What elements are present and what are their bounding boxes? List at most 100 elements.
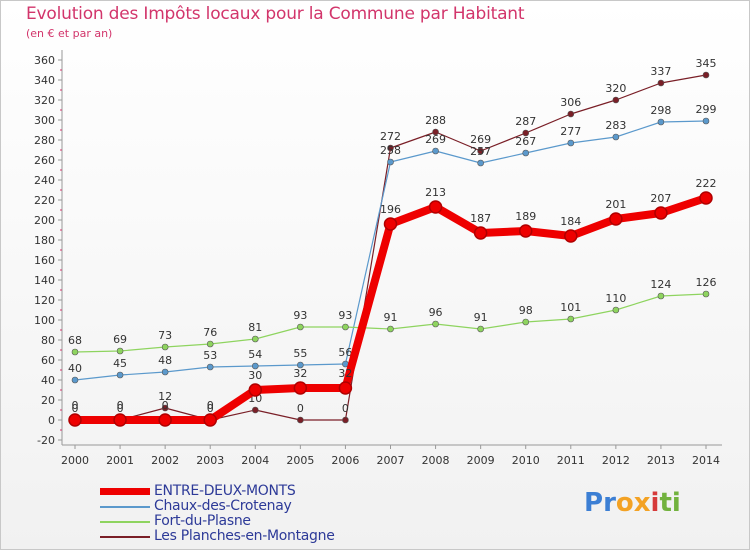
x-tick-label: 2013 — [647, 454, 675, 467]
data-point-fort-du-plasne — [206, 340, 214, 348]
legend-label-les-planches-en-montagne: Les Planches-en-Montagne — [154, 528, 335, 544]
y-tick-label: 260 — [34, 154, 55, 167]
data-point-fort-du-plasne — [71, 348, 79, 356]
data-point-fort-du-plasne — [342, 323, 349, 331]
data-label-fort-du-plasne: 91 — [474, 311, 488, 324]
data-label-fort-du-plasne: 93 — [338, 309, 352, 322]
y-tick-label: 340 — [34, 74, 55, 87]
y-tick-label: 300 — [34, 114, 55, 127]
data-label-chaux-des-crotenay: 40 — [68, 362, 82, 375]
logo-letter: P — [584, 488, 604, 518]
data-label-chaux-des-crotenay: 55 — [293, 347, 307, 360]
data-label-les-planches-en-montagne: 306 — [560, 96, 581, 109]
data-label-les-planches-en-montagne: 287 — [515, 115, 536, 128]
data-label-entre-deux-monts: 189 — [515, 210, 536, 223]
data-point-chaux-des-crotenay — [71, 376, 79, 384]
data-label-fort-du-plasne: 91 — [384, 311, 398, 324]
data-label-les-planches-en-montagne: 272 — [380, 130, 401, 143]
data-label-entre-deux-monts: 0 — [117, 399, 124, 412]
data-point-entre-deux-monts — [203, 413, 217, 427]
data-point-entre-deux-monts — [68, 413, 82, 427]
logo-letter: i — [650, 488, 660, 518]
data-label-les-planches-en-montagne: 269 — [470, 133, 491, 146]
y-tick-label: 100 — [34, 314, 55, 327]
data-label-fort-du-plasne: 73 — [158, 329, 172, 342]
data-point-chaux-des-crotenay — [702, 117, 710, 125]
data-point-entre-deux-monts — [518, 224, 533, 238]
data-point-entre-deux-monts — [248, 383, 263, 397]
y-tick-label: 60 — [41, 354, 55, 367]
data-point-fort-du-plasne — [116, 347, 124, 355]
data-point-les-planches-en-montagne — [342, 416, 349, 424]
data-label-entre-deux-monts: 207 — [650, 192, 671, 205]
data-label-entre-deux-monts: 0 — [72, 399, 79, 412]
data-point-les-planches-en-montagne — [657, 79, 665, 87]
data-point-chaux-des-crotenay — [432, 147, 439, 155]
logo-letter: i — [671, 488, 681, 518]
data-label-chaux-des-crotenay: 267 — [515, 135, 536, 148]
legend-swatch-entre-deux-monts — [100, 488, 150, 495]
data-label-chaux-des-crotenay: 53 — [203, 349, 217, 362]
logo-letter: r — [603, 488, 616, 518]
data-label-fort-du-plasne: 81 — [248, 321, 262, 334]
y-tick-label: 360 — [34, 54, 55, 67]
data-label-fort-du-plasne: 96 — [429, 306, 443, 319]
data-label-fort-du-plasne: 68 — [68, 334, 82, 347]
data-label-fort-du-plasne: 69 — [113, 333, 127, 346]
data-label-chaux-des-crotenay: 48 — [158, 354, 172, 367]
data-point-chaux-des-crotenay — [477, 159, 484, 167]
data-point-entre-deux-monts — [473, 226, 488, 240]
data-point-fort-du-plasne — [251, 335, 259, 343]
legend-label-chaux-des-crotenay: Chaux-des-Crotenay — [154, 498, 292, 514]
data-label-entre-deux-monts: 196 — [380, 203, 401, 216]
data-point-fort-du-plasne — [702, 290, 710, 298]
x-tick-label: 2008 — [422, 454, 450, 467]
legend-swatch-les-planches-en-montagne — [100, 536, 150, 538]
data-point-fort-du-plasne — [432, 320, 439, 328]
data-point-entre-deux-monts — [609, 212, 623, 226]
data-point-entre-deux-monts — [158, 413, 172, 427]
logo-letter: x — [633, 488, 651, 518]
data-label-entre-deux-monts: 32 — [338, 367, 352, 380]
data-label-fort-du-plasne: 124 — [650, 278, 671, 291]
y-tick-label: 0 — [48, 414, 55, 427]
data-label-chaux-des-crotenay: 56 — [338, 346, 352, 359]
data-label-les-planches-en-montagne: 12 — [158, 390, 172, 403]
y-tick-label: 120 — [34, 294, 55, 307]
data-point-chaux-des-crotenay — [161, 368, 169, 376]
data-point-entre-deux-monts — [699, 191, 713, 205]
y-tick-label: 140 — [34, 274, 55, 287]
y-tick-label: 160 — [34, 254, 55, 267]
data-label-chaux-des-crotenay: 298 — [650, 104, 671, 117]
data-point-les-planches-en-montagne — [251, 406, 259, 414]
data-label-les-planches-en-montagne: 0 — [117, 402, 124, 415]
data-label-fort-du-plasne: 126 — [696, 276, 717, 289]
x-tick-label: 2004 — [241, 454, 269, 467]
y-tick-label: -20 — [37, 434, 55, 447]
chart-subtitle: (en € et par an) — [26, 27, 113, 40]
x-tick-label: 2001 — [106, 454, 134, 467]
data-label-fort-du-plasne: 101 — [560, 301, 581, 314]
chart-title: Evolution des Impôts locaux pour la Comm… — [26, 4, 525, 24]
data-point-entre-deux-monts — [564, 229, 578, 243]
data-point-fort-du-plasne — [657, 292, 665, 300]
data-point-chaux-des-crotenay — [116, 371, 124, 379]
data-label-les-planches-en-montagne: 0 — [297, 402, 304, 415]
data-point-les-planches-en-montagne — [612, 96, 620, 104]
data-point-entre-deux-monts — [293, 381, 308, 395]
data-point-chaux-des-crotenay — [297, 361, 304, 369]
proxiti-logo: Proxiti — [584, 488, 681, 518]
x-tick-label: 2014 — [692, 454, 720, 467]
data-label-fort-du-plasne: 110 — [605, 292, 626, 305]
data-point-les-planches-en-montagne — [161, 404, 169, 412]
data-label-chaux-des-crotenay: 277 — [560, 125, 581, 138]
legend-label-fort-du-plasne: Fort-du-Plasne — [154, 513, 251, 529]
data-point-chaux-des-crotenay — [387, 158, 394, 166]
data-point-chaux-des-crotenay — [612, 133, 620, 141]
data-label-entre-deux-monts: 187 — [470, 212, 491, 225]
data-point-fort-du-plasne — [567, 315, 575, 323]
data-point-les-planches-en-montagne — [432, 128, 439, 136]
data-point-les-planches-en-montagne — [522, 129, 530, 137]
data-label-les-planches-en-montagne: 337 — [650, 65, 671, 78]
data-point-fort-du-plasne — [387, 325, 394, 333]
